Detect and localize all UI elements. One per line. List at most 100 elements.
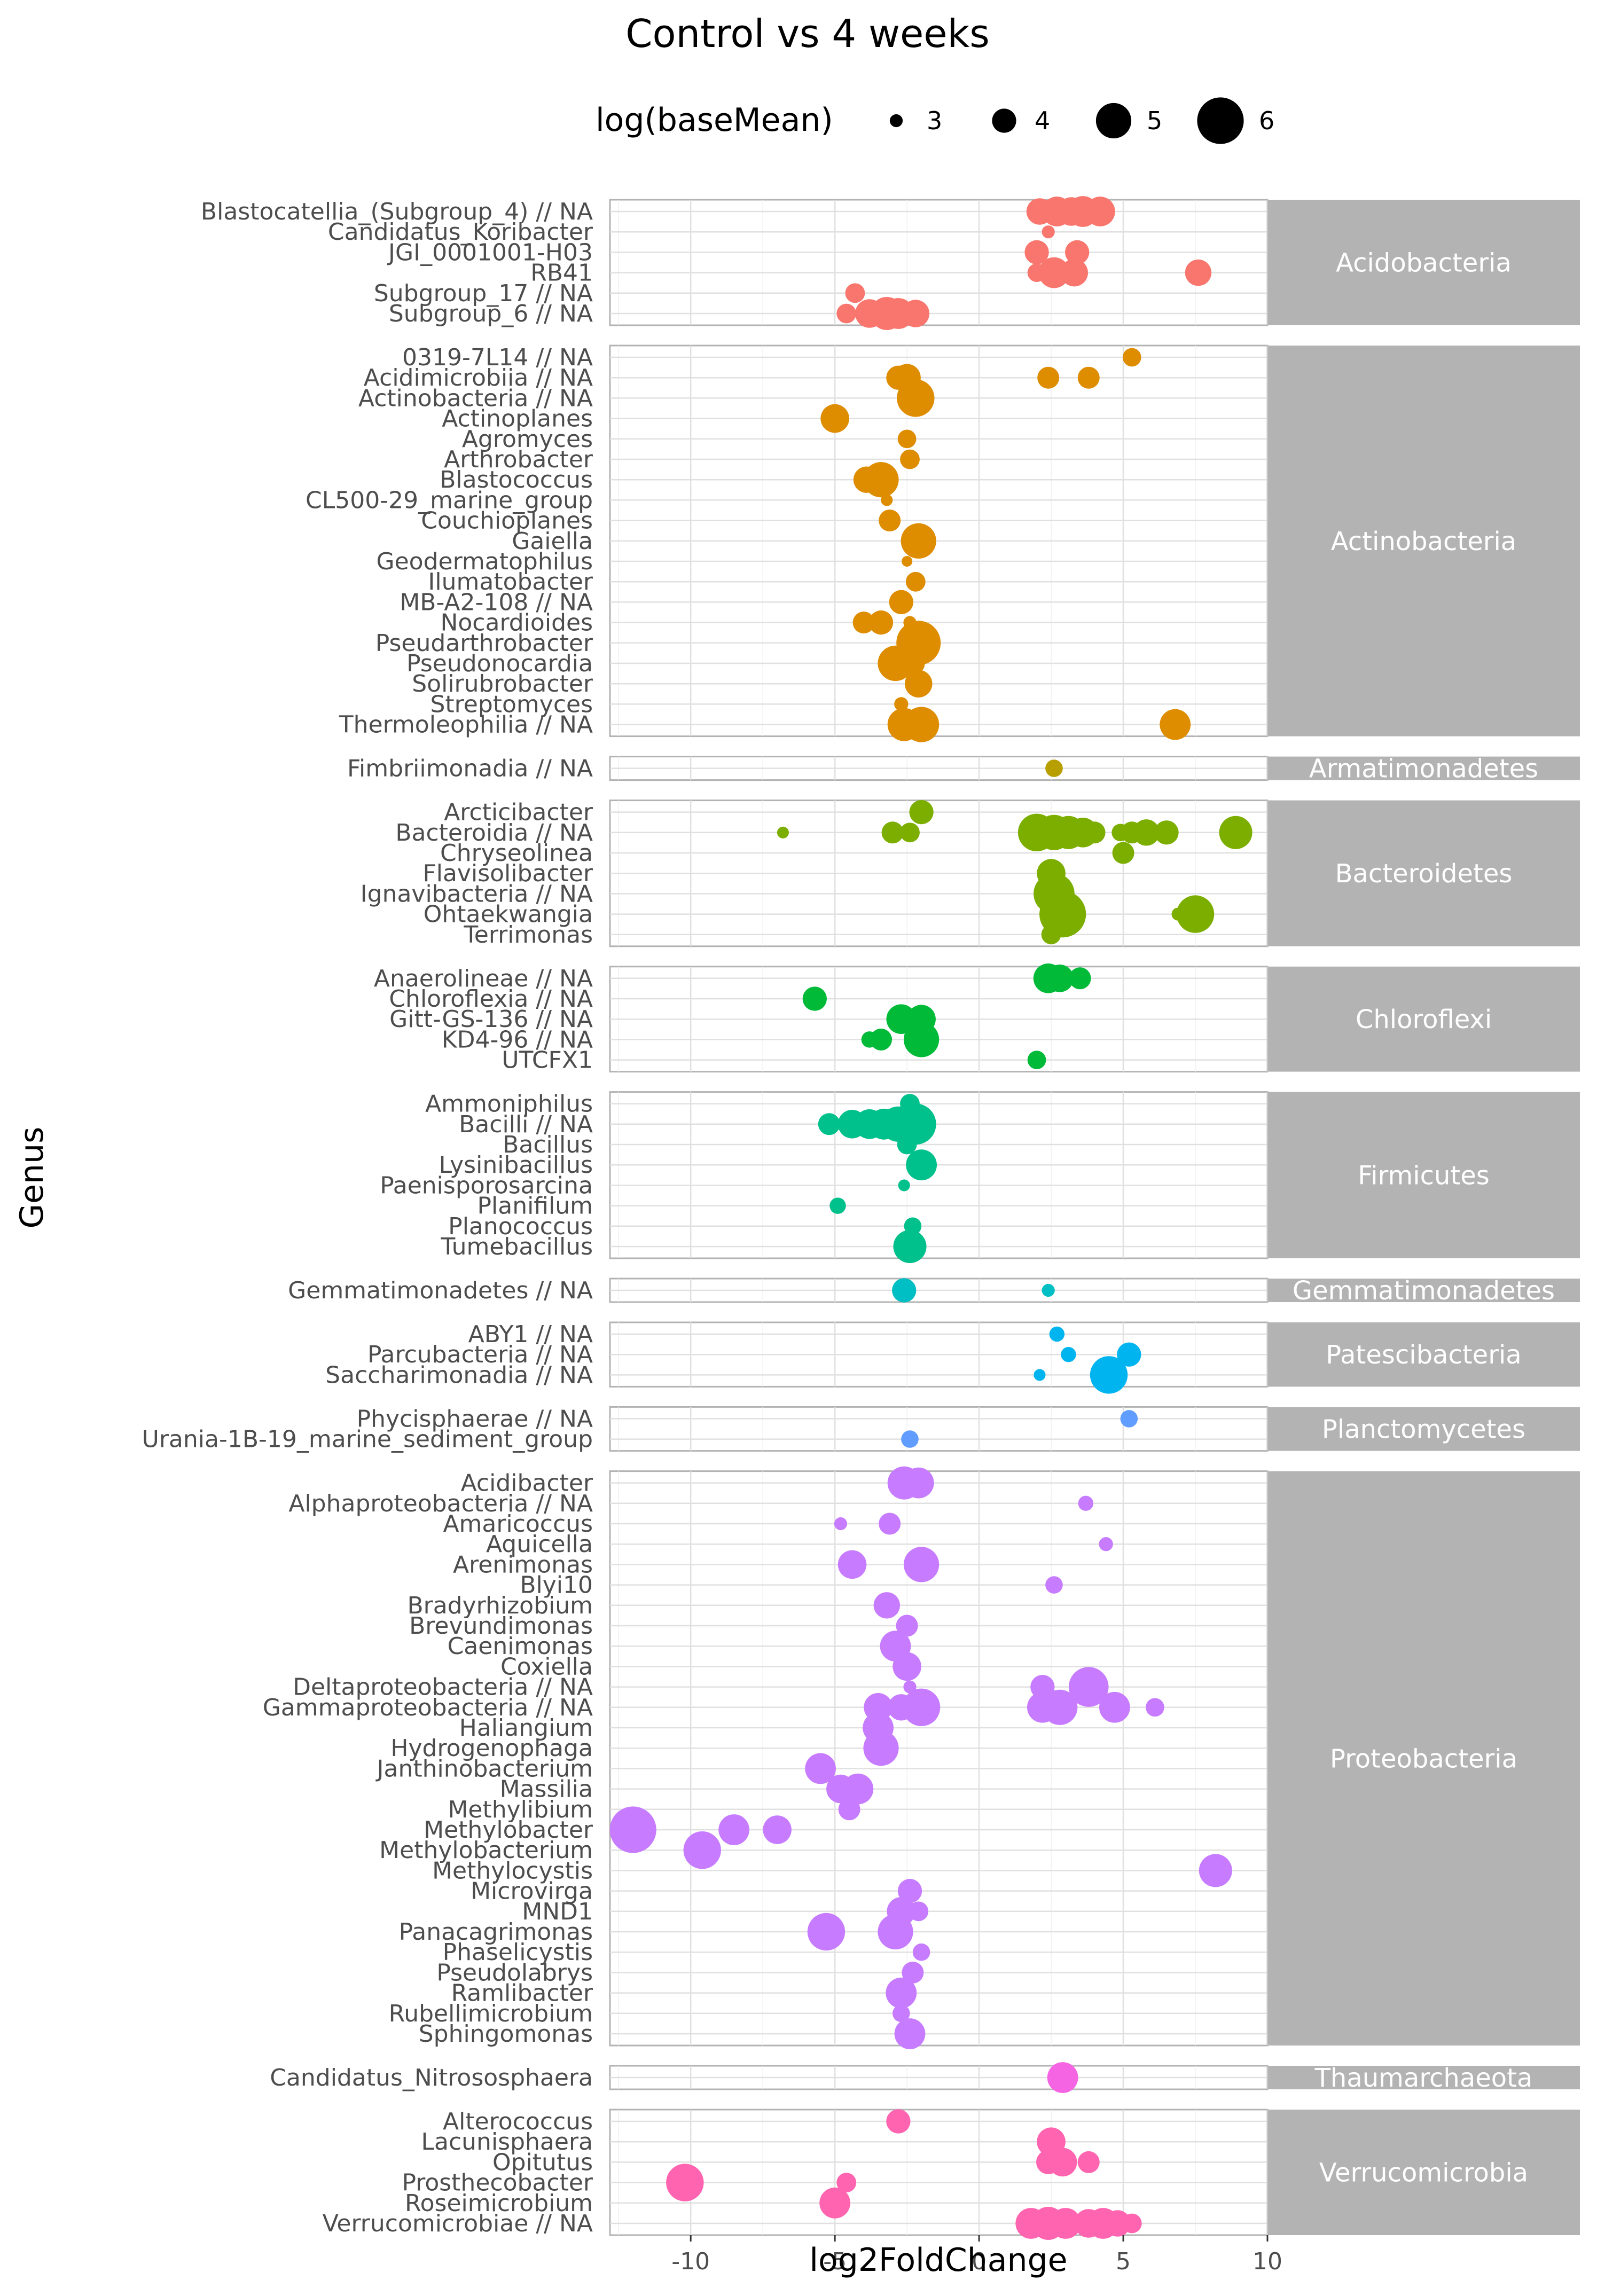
y-tick-label: Tumebacillus — [440, 1233, 593, 1260]
data-point — [802, 986, 827, 1011]
data-point — [1090, 1356, 1128, 1394]
data-point — [886, 1977, 917, 2009]
data-point — [1069, 967, 1091, 990]
y-tick-label: Blastococcus — [440, 466, 593, 493]
data-point — [1060, 258, 1089, 287]
data-point — [1045, 1576, 1063, 1594]
data-point — [905, 571, 926, 592]
y-tick-label: Gitt-GS-136 // NA — [389, 1006, 593, 1033]
panel-background — [609, 1406, 1269, 1452]
chart-title: Control vs 4 weeks — [625, 11, 990, 56]
strip-bacteroidetes — [1267, 800, 1580, 946]
data-point — [818, 1113, 840, 1135]
y-tick-label: Aquicella — [486, 1531, 593, 1558]
y-tick-label: Acidibacter — [461, 1470, 593, 1497]
y-tick-label: Agromyces — [462, 426, 593, 453]
data-point — [1117, 1342, 1141, 1367]
panel-gemmatimonadetes: Gemmatimonadetes // NA Gemmatimonadetes — [288, 1276, 1580, 1306]
y-tick-label: MB-A2-108 // NA — [400, 589, 593, 616]
strip-label: Firmicutes — [1358, 1161, 1490, 1190]
data-point — [896, 621, 941, 665]
x-tick-label: 5 — [1116, 2248, 1131, 2275]
y-tick-label: Methylobacterium — [379, 1837, 593, 1864]
strip-label: Acidobacteria — [1336, 248, 1512, 278]
data-point — [1027, 1051, 1046, 1069]
y-tick-label: Subgroup_17 // NA — [374, 280, 593, 307]
y-tick-label: Pseudonocardia — [406, 650, 593, 677]
y-tick-label: Ohtaekwangia — [424, 901, 593, 928]
y-tick-label: Gammaproteobacteria // NA — [263, 1694, 593, 1721]
data-point — [868, 610, 894, 635]
data-point — [1030, 1675, 1055, 1699]
strip-firmicutes — [1267, 1092, 1580, 1258]
legend-key-label: 3 — [927, 106, 942, 135]
data-point — [836, 2173, 857, 2192]
data-point — [1199, 1854, 1232, 1887]
strip-actinobacteria — [1267, 346, 1580, 736]
data-point — [718, 1814, 750, 1845]
y-tick-label: Deltaproteobacteria // NA — [293, 1674, 593, 1701]
data-point — [904, 1217, 922, 1235]
data-point — [870, 1028, 893, 1051]
data-point — [903, 616, 917, 629]
data-point — [863, 462, 899, 498]
y-tick-label: Phycisphaerae // NA — [357, 1405, 593, 1432]
data-point — [1045, 759, 1063, 777]
data-point — [609, 1806, 656, 1853]
data-point — [1122, 2213, 1142, 2234]
y-tick-label: Roseimicrobium — [405, 2190, 593, 2217]
legend-key-circle — [889, 114, 903, 128]
data-point — [1050, 2208, 1081, 2239]
strip-label: Bacteroidetes — [1335, 859, 1513, 889]
data-point — [901, 1430, 919, 1448]
panel-thaumarchaeota: Candidatus_Nitrososphaera Thaumarchaeota — [270, 2062, 1580, 2093]
data-point — [897, 1879, 922, 1903]
y-tick-label: Alterococcus — [443, 2108, 593, 2135]
strip-proteobacteria — [1267, 1471, 1580, 2046]
data-point — [892, 1278, 917, 1303]
y-tick-label: Caenimonas — [448, 1633, 593, 1660]
y-tick-label: Methylibium — [448, 1796, 593, 1823]
y-tick-label: Bacillus — [503, 1131, 593, 1158]
y-tick-label: Methylobacter — [424, 1816, 593, 1844]
strip-acidobacteria — [1267, 200, 1580, 325]
data-point — [1085, 197, 1115, 226]
y-tick-label: Candidatus_Koribacter — [328, 218, 593, 246]
y-tick-label: Nocardioides — [440, 609, 593, 637]
y-tick-label: Actinobacteria // NA — [358, 385, 593, 412]
strip-patescibacteria — [1267, 1322, 1580, 1387]
strip-chloroflexi — [1267, 966, 1580, 1072]
data-point — [863, 1712, 894, 1743]
data-point — [904, 1547, 940, 1582]
y-tick-label: Chloroflexia // NA — [389, 985, 593, 1013]
panel-background — [609, 1091, 1269, 1259]
data-point — [845, 283, 865, 303]
y-tick-label: Fimbriimonadia // NA — [347, 755, 593, 782]
data-point — [893, 2004, 910, 2023]
data-point — [1083, 821, 1106, 844]
y-tick-label: Solirubrobacter — [412, 670, 593, 698]
data-point — [1219, 816, 1252, 849]
y-tick-label: 0319-7L14 // NA — [402, 344, 593, 371]
data-point — [886, 1004, 917, 1035]
y-tick-label: Gaiella — [512, 528, 593, 555]
data-point — [1046, 965, 1074, 992]
data-point — [902, 1961, 924, 1984]
data-point — [893, 1230, 927, 1263]
x-axis-title: log2FoldChange — [809, 2242, 1067, 2279]
y-tick-label: Anaerolineae // NA — [374, 965, 593, 992]
data-point — [900, 1094, 920, 1114]
data-point — [1042, 225, 1055, 239]
legend-key-label: 5 — [1147, 106, 1162, 135]
y-tick-label: Gemmatimonadetes // NA — [288, 1277, 593, 1304]
panel-verrucomicrobia: Verrucomicrobiae // NARoseimicrobiumPros… — [323, 2108, 1580, 2240]
strip-planctomycetes — [1267, 1407, 1580, 1451]
data-point — [842, 1773, 874, 1805]
data-point — [834, 1517, 848, 1531]
y-tick-label: Actinoplanes — [442, 405, 593, 433]
x-tick-label: 10 — [1252, 2248, 1282, 2275]
data-point — [837, 1550, 867, 1579]
data-point — [1078, 1495, 1094, 1511]
